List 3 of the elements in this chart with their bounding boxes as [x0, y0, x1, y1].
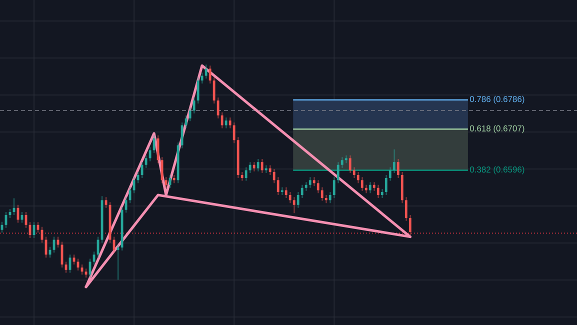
text: 0.618 (0.6707) — [470, 125, 524, 134]
text: 0.786 (0.6786) — [470, 96, 524, 104]
text: 0.382 (0.6596) — [470, 166, 524, 174]
